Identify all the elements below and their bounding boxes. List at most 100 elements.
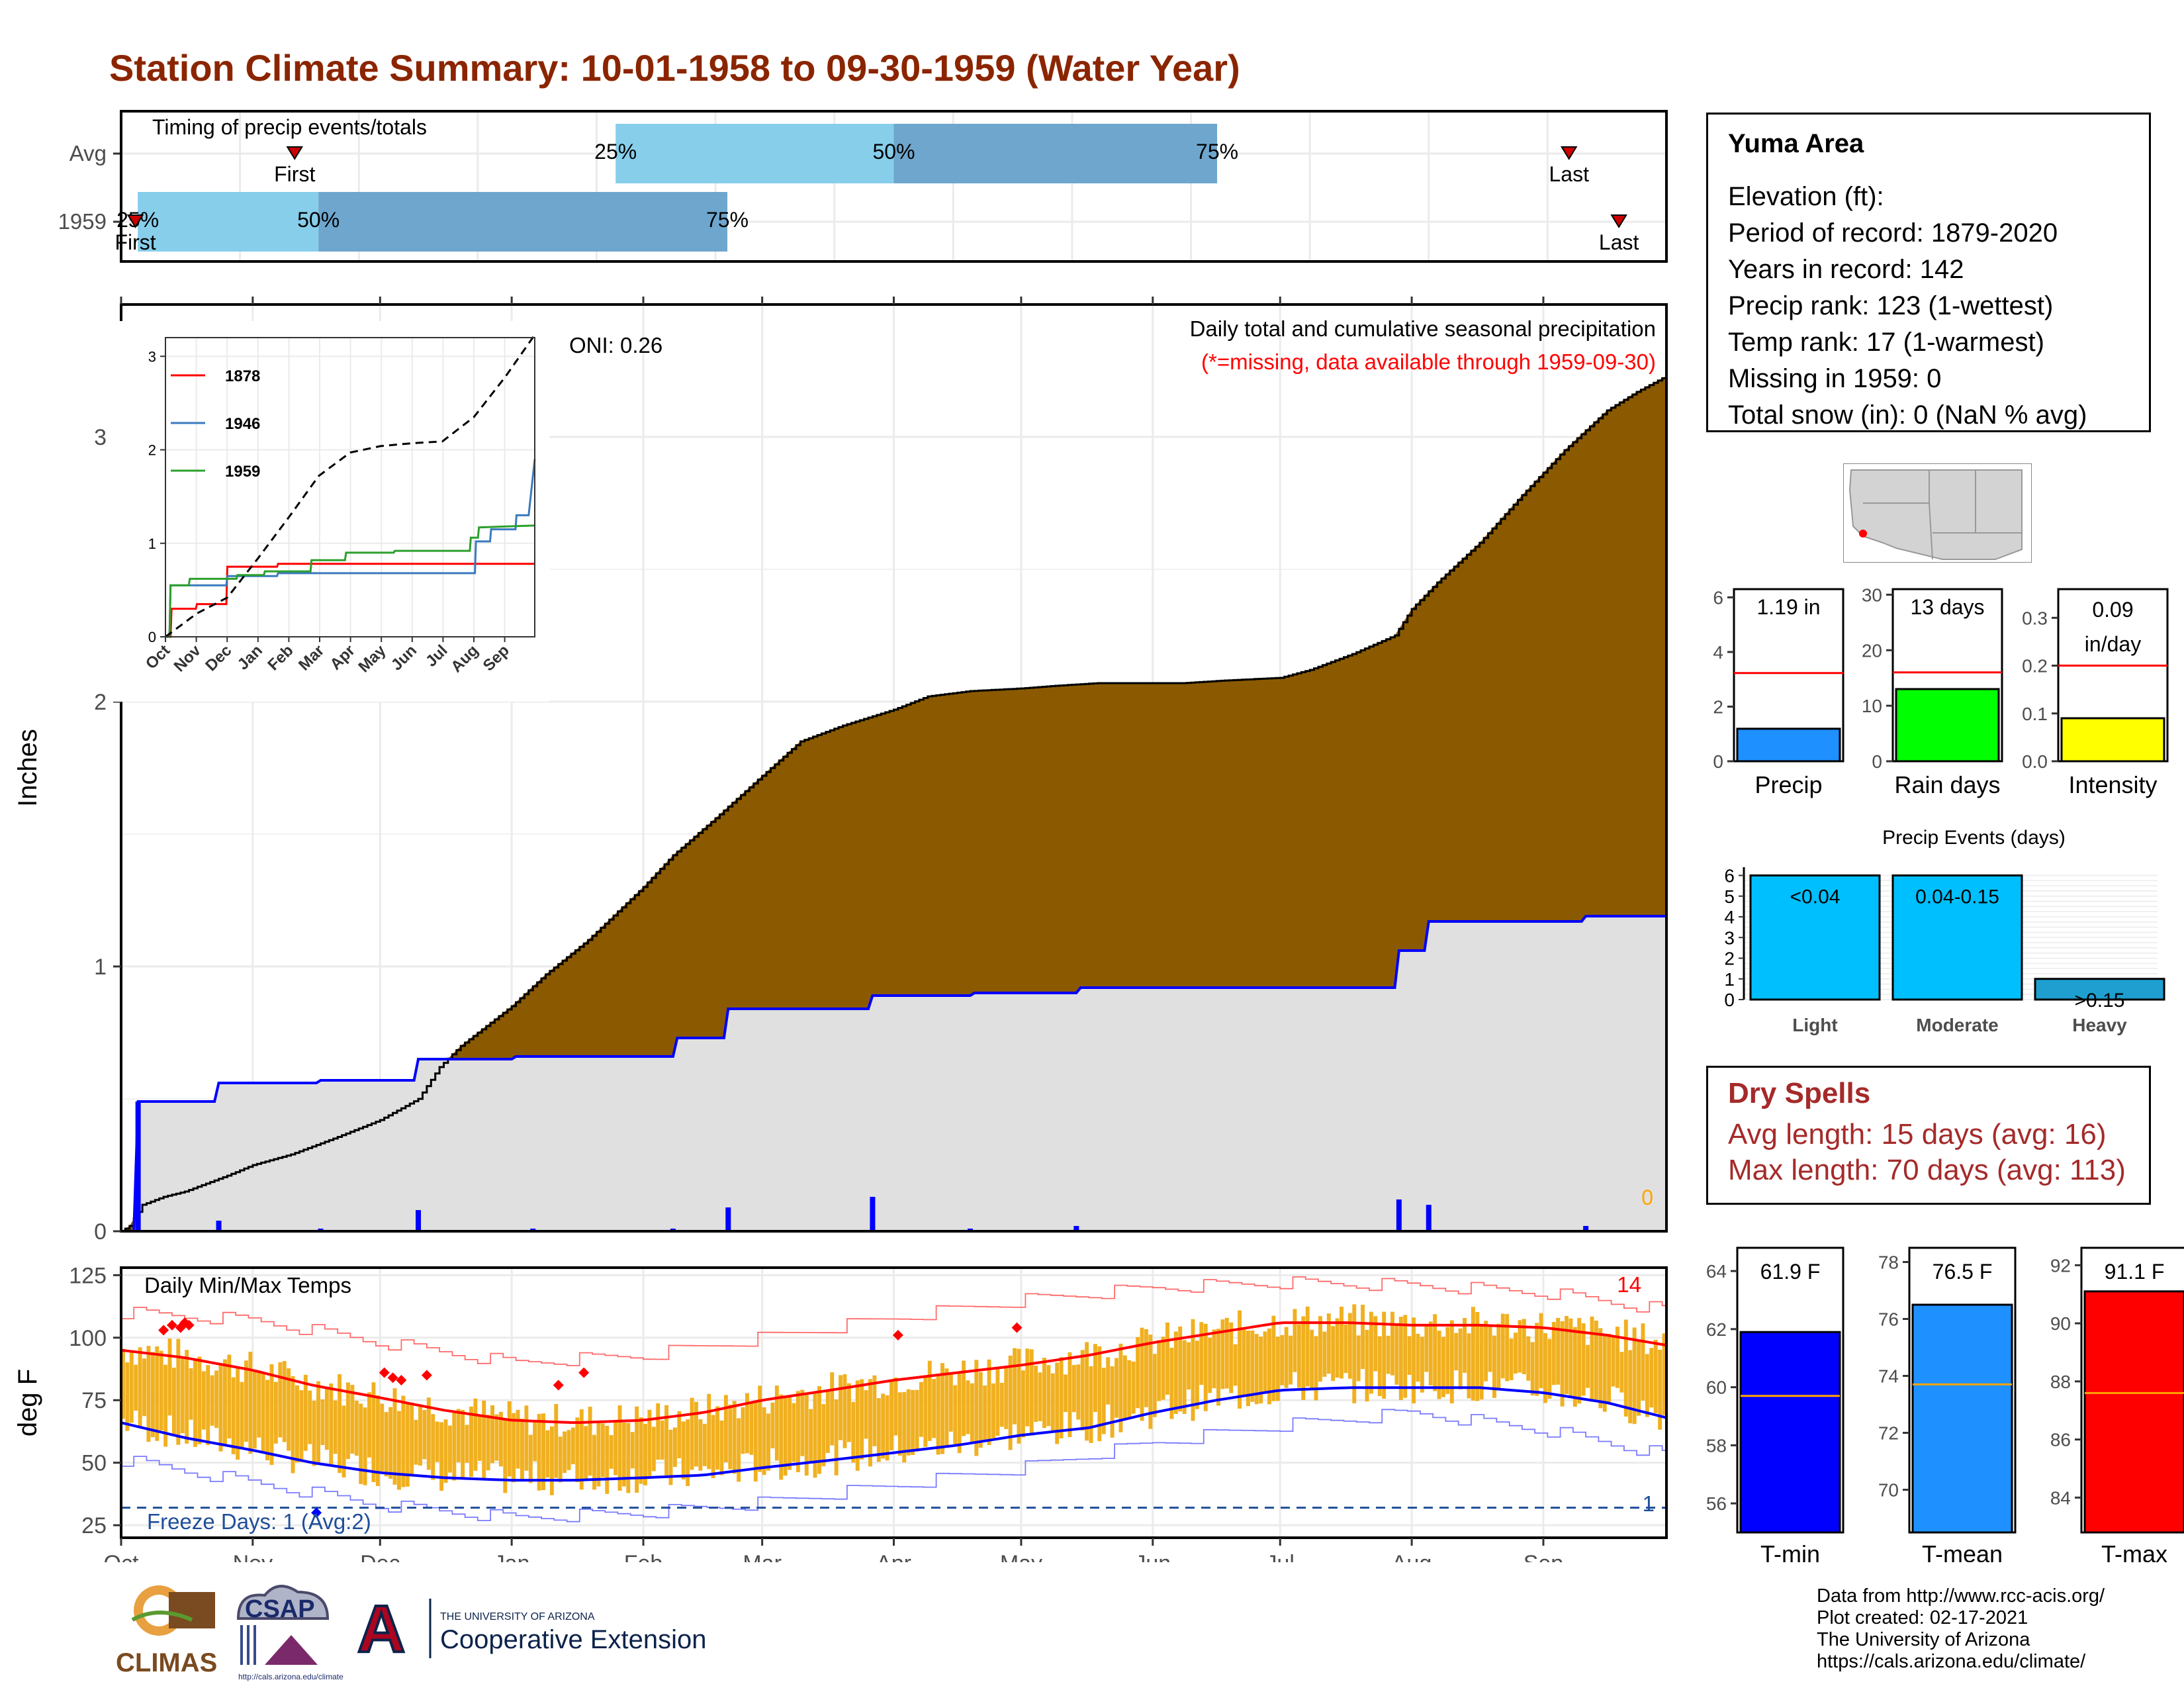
tbar-ytick-label: 60 xyxy=(1706,1378,1727,1398)
inset-legend-label: 1946 xyxy=(225,415,260,433)
precip-ytick-label: 3 xyxy=(94,425,107,450)
daily-temp-bar xyxy=(774,1385,779,1461)
daily-temp-bar xyxy=(915,1389,919,1452)
daily-temp-bar xyxy=(1488,1326,1492,1372)
daily-temp-bar xyxy=(410,1402,414,1477)
daily-temp-bar xyxy=(1492,1335,1496,1398)
temp-summary-bars: 56 58 60 62 64 61.9 F T-min 70 72 74 76 78 76.5 F T-m… xyxy=(1706,1246,2184,1562)
temp-xtick-label: Dec xyxy=(360,1551,400,1562)
daily-temp-bar xyxy=(1101,1368,1106,1434)
daily-temp-bar xyxy=(1233,1344,1238,1386)
daily-temp-bar xyxy=(715,1406,719,1470)
daily-temp-bar xyxy=(846,1383,851,1442)
daily-temp-bar xyxy=(707,1393,711,1470)
summary-label: Intensity xyxy=(2068,771,2157,798)
daily-temp-bar xyxy=(465,1425,469,1463)
daily-temp-bar xyxy=(626,1423,631,1493)
daily-temp-bar xyxy=(159,1350,163,1430)
timing-marker-label: First xyxy=(274,162,315,186)
daily-temp-bar xyxy=(1347,1313,1352,1379)
daily-temp-bar xyxy=(1365,1329,1369,1402)
daily-precip-bar xyxy=(870,1197,876,1231)
record-max-point xyxy=(379,1367,390,1378)
temp-ytick-label: 75 xyxy=(81,1388,107,1413)
daily-temp-bar xyxy=(129,1351,134,1423)
daily-temp-bar xyxy=(1356,1335,1361,1382)
daily-temp-bar xyxy=(681,1421,686,1480)
daily-temp-bar xyxy=(987,1359,991,1446)
daily-temp-bar xyxy=(1318,1316,1322,1382)
daily-temp-bar xyxy=(392,1388,397,1485)
daily-temp-bar xyxy=(1157,1340,1161,1401)
daily-temp-bar xyxy=(855,1380,860,1471)
daily-temp-bar xyxy=(643,1423,647,1485)
daily-temp-bar xyxy=(341,1405,346,1477)
summary-bar-Rain days xyxy=(1895,688,2000,763)
record-max-point xyxy=(166,1319,177,1331)
tbar-T-min xyxy=(1739,1331,1841,1534)
daily-temp-bar xyxy=(911,1389,915,1455)
temp-xtick-label: Nov xyxy=(233,1551,273,1562)
daily-temp-bar xyxy=(291,1376,295,1474)
daily-temp-bar xyxy=(435,1421,439,1462)
daily-temp-bar xyxy=(1029,1349,1034,1436)
record-max-point xyxy=(1011,1322,1023,1333)
event-range-label: >0.15 xyxy=(2075,990,2125,1011)
daily-temp-bar xyxy=(1034,1366,1038,1422)
daily-temp-bar xyxy=(516,1409,520,1469)
daily-temp-bar xyxy=(779,1394,784,1480)
daily-temp-bar xyxy=(1590,1316,1594,1402)
tbar-ytick-label: 64 xyxy=(1706,1261,1727,1282)
precip-ylabel: Inches xyxy=(13,729,42,807)
daily-temp-bar xyxy=(1115,1358,1118,1418)
daily-temp-bar xyxy=(664,1405,669,1478)
summary-ytick-label: 30 xyxy=(1862,585,1882,605)
events-ytick-label: 3 xyxy=(1724,927,1735,948)
daily-temp-bar xyxy=(719,1420,724,1476)
daily-temp-bar xyxy=(1361,1304,1365,1370)
info-line: Period of record: 1879-2020 xyxy=(1728,218,2058,248)
daily-temp-bar xyxy=(809,1409,813,1462)
daily-temp-bar xyxy=(384,1412,388,1477)
freeze-point xyxy=(311,1507,322,1519)
daily-temp-bar xyxy=(1331,1326,1336,1382)
summary-ytick-label: 20 xyxy=(1862,640,1882,661)
daily-temp-bar xyxy=(1008,1355,1013,1450)
daily-temp-bar xyxy=(486,1415,490,1471)
timing-panel: 25%50%75%FirstLastAvg25%50%75%FirstLast1… xyxy=(58,110,1668,263)
daily-temp-bar xyxy=(1569,1318,1573,1398)
avg-cumulative-line xyxy=(121,376,1668,1233)
dry-spells-line: Max length: 70 days (avg: 113) xyxy=(1728,1154,2126,1186)
timing-marker-first xyxy=(126,214,144,228)
daily-temp-bar xyxy=(944,1368,949,1448)
daily-temp-bar xyxy=(860,1379,864,1460)
summary-bar-Intensity xyxy=(2060,717,2165,763)
credits: Data from http://www.rcc-acis.org/ Plot … xyxy=(1817,1585,2105,1673)
climas-logo: CLIMAS xyxy=(116,1585,217,1677)
daily-temp-bar xyxy=(1637,1339,1641,1416)
daily-precip-bar xyxy=(216,1221,222,1231)
daily-temp-bar xyxy=(1042,1358,1046,1429)
daily-temp-bar xyxy=(528,1434,533,1483)
daily-temp-bar xyxy=(970,1383,974,1444)
daily-temp-bar xyxy=(231,1377,236,1454)
tbar-ytick-label: 62 xyxy=(1706,1319,1727,1340)
daily-temp-bar xyxy=(1271,1315,1276,1401)
daily-temp-bar xyxy=(176,1338,181,1445)
daily-precip-bar xyxy=(1426,1205,1432,1231)
daily-temp-bar xyxy=(1445,1327,1450,1394)
daily-temp-bar xyxy=(537,1413,541,1491)
daily-temp-bar xyxy=(1289,1335,1293,1385)
daily-temp-bar xyxy=(834,1399,839,1476)
tbar-value-text: 91.1 F xyxy=(2105,1260,2165,1284)
tbar-ytick-label: 86 xyxy=(2050,1430,2071,1450)
daily-temp-bar xyxy=(1500,1313,1505,1379)
record-max-point xyxy=(578,1367,590,1378)
page-title: Station Climate Summary: 10-01-1958 to 0… xyxy=(109,47,1240,89)
summary-ytick-label: 0.1 xyxy=(2022,704,2048,724)
daily-temp-bar xyxy=(142,1358,146,1417)
daily-temp-bar xyxy=(1390,1311,1394,1376)
daily-temp-bar xyxy=(1013,1348,1017,1425)
daily-temp-bar xyxy=(1412,1317,1416,1403)
dry-spells-box: Dry Spells Avg length: 15 days (avg: 16)… xyxy=(1706,1066,2151,1205)
